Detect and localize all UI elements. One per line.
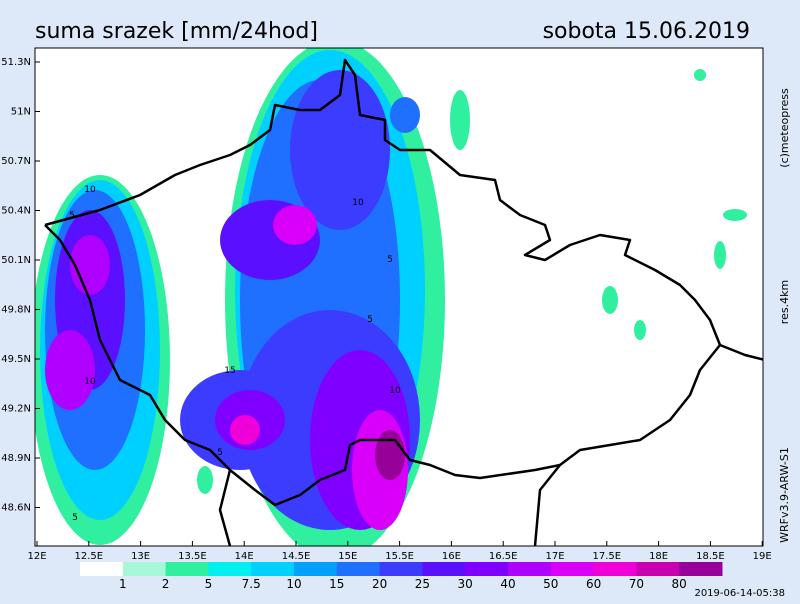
lat-tick-label: 50.7N — [1, 156, 31, 167]
lon-tick-label: 16E — [442, 551, 461, 562]
credit: (c)meteopress — [778, 88, 791, 168]
lon-tick-label: 15E — [338, 551, 357, 562]
legend-swatch — [636, 562, 680, 576]
timestamp: 2019-06-14-05:38 — [694, 588, 785, 599]
contour-labels: 10 5 10 5 15 5 10 10 5 5 — [69, 185, 401, 523]
contour-label: 5 — [72, 513, 78, 523]
legend-swatch — [550, 562, 595, 576]
legend-label: 20 — [372, 577, 387, 591]
contour-label: 10 — [389, 386, 401, 396]
lat-tick-label: 50.4N — [1, 206, 31, 217]
lon-tick-label: 16.5E — [489, 551, 518, 562]
title: suma srazek [mm/24hod] — [35, 19, 318, 44]
legend-label: 1 — [119, 577, 127, 591]
contour-label: 10 — [84, 377, 96, 387]
legend-swatch — [679, 562, 723, 576]
legend-swatch — [465, 562, 509, 576]
legend-swatch — [379, 562, 423, 576]
legend-label: 60 — [586, 577, 601, 591]
legend-swatch — [508, 562, 552, 576]
legend-label: 25 — [415, 577, 430, 591]
lon-tick-label: 12E — [27, 551, 46, 562]
legend-label: 80 — [672, 577, 687, 591]
date: sobota 15.06.2019 — [543, 19, 750, 44]
resolution: res.4km — [778, 280, 791, 324]
legend-label: 2 — [162, 577, 170, 591]
legend-swatch — [165, 562, 209, 576]
lon-tick-label: 19E — [753, 551, 772, 562]
contour-label: 10 — [352, 198, 364, 208]
legend-swatch — [593, 562, 637, 576]
legend-swatch — [422, 562, 466, 576]
map-frame — [34, 47, 764, 547]
legend-label: 10 — [286, 577, 301, 591]
lon-tick-label: 18E — [649, 551, 668, 562]
map-area: 10 5 10 5 15 5 10 10 5 5 — [35, 48, 763, 546]
lon-tick-label: 13E — [131, 551, 150, 562]
legend-label: 5 — [205, 577, 213, 591]
lon-tick-label: 14E — [235, 551, 254, 562]
legend-swatch — [251, 562, 295, 576]
contour-label: 5 — [217, 448, 223, 458]
model-name: WRFv3.9-ARW-S1 — [778, 447, 791, 543]
lon-tick-label: 12.5E — [75, 551, 104, 562]
legend: 1 2 5 7.5 10 15 20 25 30 40 50 60 70 80 — [80, 562, 723, 591]
lon-tick-label: 15.5E — [385, 551, 414, 562]
contour-label: 5 — [367, 315, 373, 325]
lat-tick-label: 49.8N — [1, 305, 31, 316]
legend-label: 50 — [543, 577, 558, 591]
legend-label: 15 — [329, 577, 344, 591]
lon-tick-label: 18.5E — [696, 551, 725, 562]
lat-tick-label: 49.5N — [1, 354, 31, 365]
contour-label: 10 — [84, 185, 96, 195]
country-borders — [44, 58, 763, 546]
lat-tick-label: 48.9N — [1, 453, 31, 464]
lat-tick-label: 51.3N — [1, 57, 31, 68]
legend-swatch — [80, 562, 124, 576]
axis-ticks: 51.3N 51N 50.7N 50.4N 50.1N 49.8N 49.5N 49.2N 48… — [1, 57, 771, 562]
legend-swatch — [122, 562, 167, 576]
contour-label: 5 — [69, 211, 75, 221]
lon-tick-label: 17E — [545, 551, 564, 562]
lat-tick-label: 50.1N — [1, 255, 31, 266]
legend-swatch — [208, 562, 252, 576]
lon-tick-label: 13.5E — [178, 551, 207, 562]
lon-tick-label: 17.5E — [593, 551, 622, 562]
lat-tick-label: 48.6N — [1, 503, 31, 514]
lat-tick-label: 49.2N — [1, 404, 31, 415]
lon-tick-label: 14.5E — [282, 551, 311, 562]
lat-tick-label: 51N — [11, 107, 31, 118]
legend-swatch — [336, 562, 381, 576]
contour-label: 15 — [224, 366, 235, 376]
contour-label: 5 — [387, 255, 393, 265]
legend-swatch — [294, 562, 338, 576]
legend-label: 40 — [500, 577, 515, 591]
legend-label: 70 — [629, 577, 644, 591]
legend-label: 30 — [458, 577, 473, 591]
legend-label: 7.5 — [242, 577, 261, 591]
